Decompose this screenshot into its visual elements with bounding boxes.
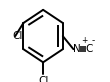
- Text: N: N: [73, 44, 81, 54]
- Text: C: C: [85, 44, 92, 54]
- Text: +: +: [81, 36, 88, 45]
- Text: Cl: Cl: [38, 76, 48, 82]
- Text: Cl: Cl: [12, 31, 22, 41]
- Text: -: -: [92, 36, 95, 45]
